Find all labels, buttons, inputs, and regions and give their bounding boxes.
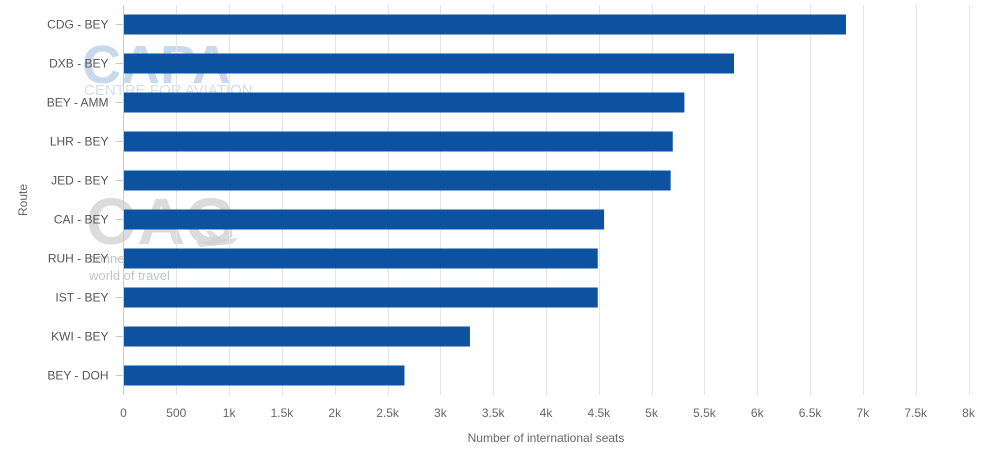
bar[interactable]	[124, 14, 846, 35]
category-label: IST - BEY	[55, 291, 108, 305]
category-label: RUH - BEY	[48, 252, 109, 266]
bar[interactable]	[124, 287, 598, 308]
x-tick-label: 4k	[540, 406, 554, 420]
x-tick-label: 3k	[434, 406, 448, 420]
bar[interactable]	[124, 209, 605, 230]
category-label: BEY - DOH	[47, 369, 108, 383]
x-tick-label: 0	[120, 406, 127, 420]
x-tick-label: 3.5k	[482, 406, 506, 420]
x-tick-label: 8k	[962, 406, 976, 420]
bar[interactable]	[124, 131, 673, 152]
y-axis-title: Route	[16, 184, 30, 216]
category-label: CAI - BEY	[54, 213, 109, 227]
category-label: JED - BEY	[51, 174, 108, 188]
category-label: BEY - AMM	[47, 96, 109, 110]
x-tick-label: 5k	[645, 406, 659, 420]
oag-tagline-watermark: conne	[89, 251, 124, 266]
x-tick-label: 4.5k	[587, 406, 611, 420]
category-label: DXB - BEY	[49, 57, 108, 71]
bars	[124, 14, 846, 386]
oag-tagline-watermark-2: world of travel	[88, 268, 170, 283]
x-tick-label: 500	[166, 406, 186, 420]
category-label: LHR - BEY	[50, 135, 109, 149]
x-tick-label: 7k	[857, 406, 871, 420]
bar[interactable]	[124, 248, 598, 269]
x-tick-label: 1k	[223, 406, 237, 420]
bar[interactable]	[124, 326, 470, 347]
category-labels: CDG - BEY DXB - BEY BEY - AMM LHR - BEY JED …	[47, 18, 124, 383]
x-axis-title: Number of international seats	[468, 431, 625, 445]
bar[interactable]	[124, 365, 405, 386]
category-label: CDG - BEY	[47, 18, 108, 32]
bar[interactable]	[124, 53, 735, 74]
x-tick-label: 1.5k	[271, 406, 295, 420]
value-tick-labels: 0 500 1k 1.5k 2k 2.5k 3k 3.5k 4k 4.5k 5k 5.5k 6k 6.5k…	[120, 406, 976, 420]
plane-icon	[196, 231, 238, 247]
x-tick-label: 2k	[328, 406, 342, 420]
x-tick-label: 7.5k	[904, 406, 928, 420]
x-tick-label: 6.5k	[799, 406, 823, 420]
category-label: KWI - BEY	[51, 330, 108, 344]
bar[interactable]	[124, 92, 685, 113]
bar[interactable]	[124, 170, 671, 191]
x-tick-label: 2.5k	[376, 406, 400, 420]
x-tick-label: 5.5k	[693, 406, 717, 420]
x-tick-label: 6k	[751, 406, 765, 420]
